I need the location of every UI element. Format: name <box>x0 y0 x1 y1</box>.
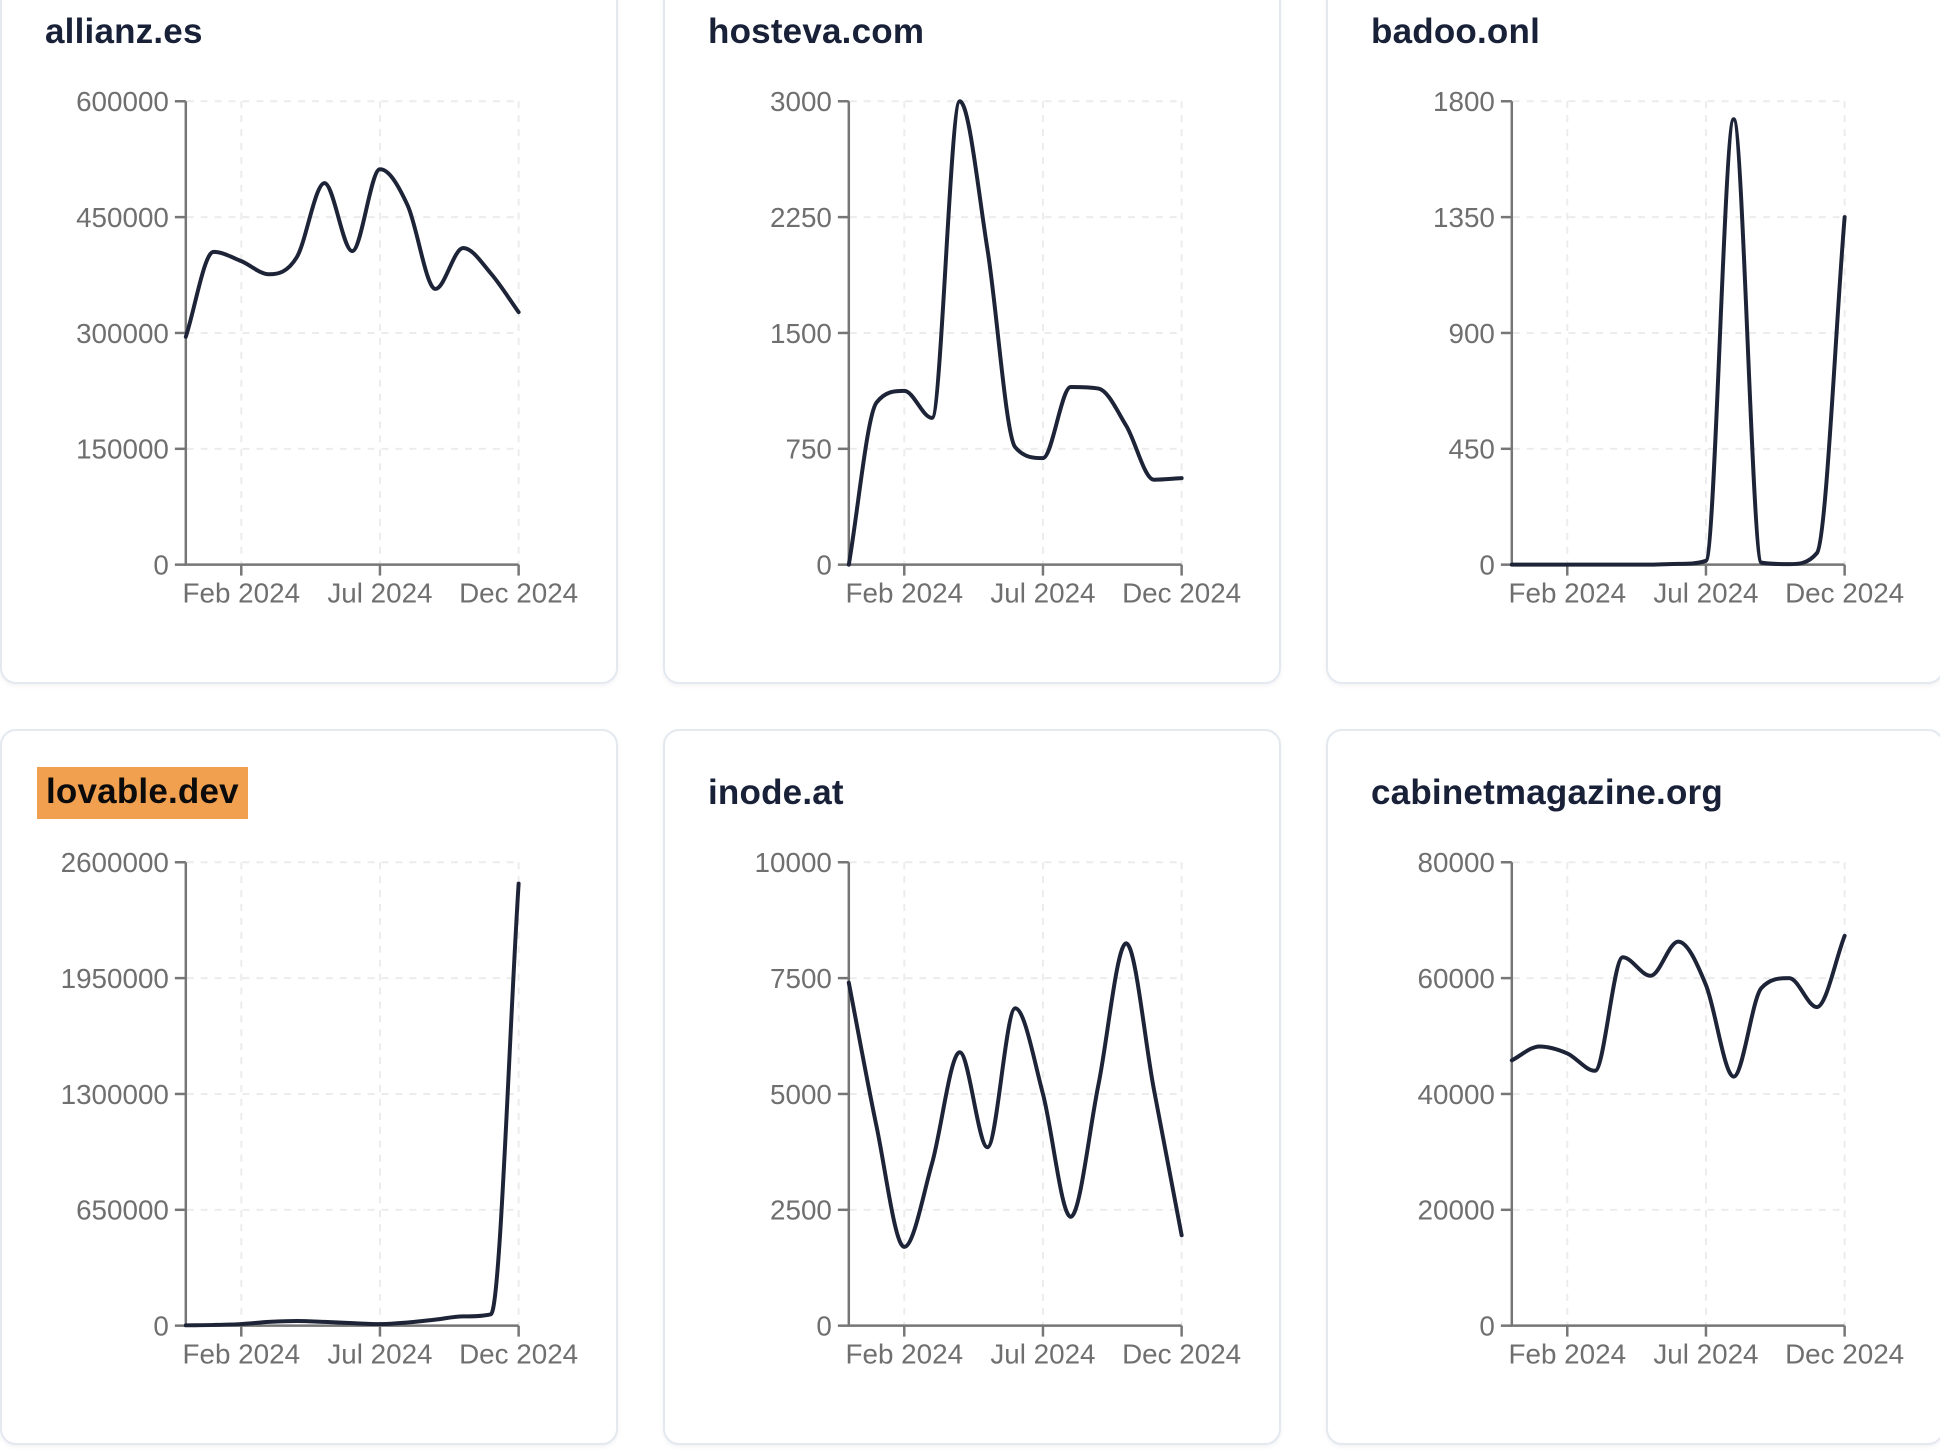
svg-text:Feb 2024: Feb 2024 <box>1509 1338 1627 1369</box>
svg-text:2500: 2500 <box>770 1195 832 1226</box>
svg-text:0: 0 <box>1479 1311 1494 1342</box>
svg-text:Dec 2024: Dec 2024 <box>459 577 578 608</box>
svg-text:Jul 2024: Jul 2024 <box>327 1338 432 1369</box>
domain-card-cabinetmagazine: cabinetmagazine.org 0 20000 40000 60000 8000… <box>1326 729 1940 1445</box>
svg-text:1300000: 1300000 <box>61 1079 169 1110</box>
svg-text:150000: 150000 <box>76 434 169 465</box>
svg-text:7500: 7500 <box>770 963 832 994</box>
svg-text:1500: 1500 <box>770 318 832 349</box>
svg-text:2250: 2250 <box>770 202 832 233</box>
svg-text:1350: 1350 <box>1433 202 1495 233</box>
svg-text:Feb 2024: Feb 2024 <box>183 1338 301 1369</box>
svg-text:3000: 3000 <box>770 86 832 117</box>
svg-text:0: 0 <box>153 550 168 581</box>
svg-text:Feb 2024: Feb 2024 <box>846 577 964 608</box>
domain-card-hosteva: hosteva.com 0 750 1500 2250 3000 Feb 2024 Jul … <box>663 0 1281 684</box>
card-title-allianz: allianz.es <box>45 12 203 51</box>
svg-text:10000: 10000 <box>755 847 832 878</box>
card-title-hosteva: hosteva.com <box>708 12 925 51</box>
domain-card-lovable: lovable.dev 0 650000 1300000 1950000 2600000… <box>0 729 618 1445</box>
svg-text:Jul 2024: Jul 2024 <box>327 577 432 608</box>
svg-text:2600000: 2600000 <box>61 847 169 878</box>
domain-card-inode: inode.at 0 2500 5000 7500 10000 Feb 2024 Jul 2… <box>663 729 1281 1445</box>
svg-text:0: 0 <box>816 1311 831 1342</box>
svg-text:450: 450 <box>1448 434 1494 465</box>
svg-text:Jul 2024: Jul 2024 <box>1653 577 1758 608</box>
svg-text:80000: 80000 <box>1418 847 1495 878</box>
svg-text:1950000: 1950000 <box>61 963 169 994</box>
svg-text:0: 0 <box>816 550 831 581</box>
svg-text:0: 0 <box>1479 550 1494 581</box>
line-chart-badoo: 0 450 900 1350 1800 Feb 2024 Jul 2024 Dec 2024 <box>1433 86 1904 608</box>
domain-card-badoo: badoo.onl 0 450 900 1350 1800 Feb 2024 Jul 202… <box>1326 0 1940 684</box>
line-chart-allianz: 0 150000 300000 450000 600000 Feb 2024 Jul 202… <box>76 86 578 608</box>
svg-text:Dec 2024: Dec 2024 <box>1785 577 1904 608</box>
svg-text:60000: 60000 <box>1418 963 1495 994</box>
card-title-lovable-highlighted: lovable.dev <box>37 767 248 819</box>
svg-text:600000: 600000 <box>76 86 169 117</box>
svg-text:0: 0 <box>153 1311 168 1342</box>
svg-text:450000: 450000 <box>76 202 169 233</box>
svg-text:Jul 2024: Jul 2024 <box>990 1338 1095 1369</box>
svg-text:1800: 1800 <box>1433 86 1495 117</box>
svg-text:650000: 650000 <box>76 1195 169 1226</box>
line-chart-lovable: 0 650000 1300000 1950000 2600000 Feb 2024 Jul … <box>61 847 579 1369</box>
line-chart-inode: 0 2500 5000 7500 10000 Feb 2024 Jul 2024 Dec 20… <box>755 847 1242 1369</box>
line-chart-hosteva: 0 750 1500 2250 3000 Feb 2024 Jul 2024 Dec 2024 <box>770 86 1241 608</box>
domain-card-allianz: allianz.es 0 150000 300000 450000 600000 Feb … <box>0 0 618 684</box>
svg-text:40000: 40000 <box>1418 1079 1495 1110</box>
line-chart-cabinetmagazine: 0 20000 40000 60000 80000 Feb 2024 Jul 2024 Dec… <box>1418 847 1905 1369</box>
svg-text:300000: 300000 <box>76 318 169 349</box>
card-title-cabinetmagazine: cabinetmagazine.org <box>1371 773 1723 812</box>
svg-text:Dec 2024: Dec 2024 <box>459 1338 578 1369</box>
svg-text:Feb 2024: Feb 2024 <box>846 1338 964 1369</box>
card-title-inode: inode.at <box>708 773 844 812</box>
svg-text:Jul 2024: Jul 2024 <box>990 577 1095 608</box>
svg-text:Feb 2024: Feb 2024 <box>183 577 301 608</box>
svg-text:20000: 20000 <box>1418 1195 1495 1226</box>
svg-text:Dec 2024: Dec 2024 <box>1122 577 1241 608</box>
svg-text:Dec 2024: Dec 2024 <box>1122 1338 1241 1369</box>
card-title-badoo: badoo.onl <box>1371 12 1540 51</box>
svg-text:750: 750 <box>785 434 831 465</box>
svg-text:5000: 5000 <box>770 1079 832 1110</box>
svg-text:Feb 2024: Feb 2024 <box>1509 577 1627 608</box>
svg-text:900: 900 <box>1448 318 1494 349</box>
svg-text:Dec 2024: Dec 2024 <box>1785 1338 1904 1369</box>
svg-text:Jul 2024: Jul 2024 <box>1653 1338 1758 1369</box>
